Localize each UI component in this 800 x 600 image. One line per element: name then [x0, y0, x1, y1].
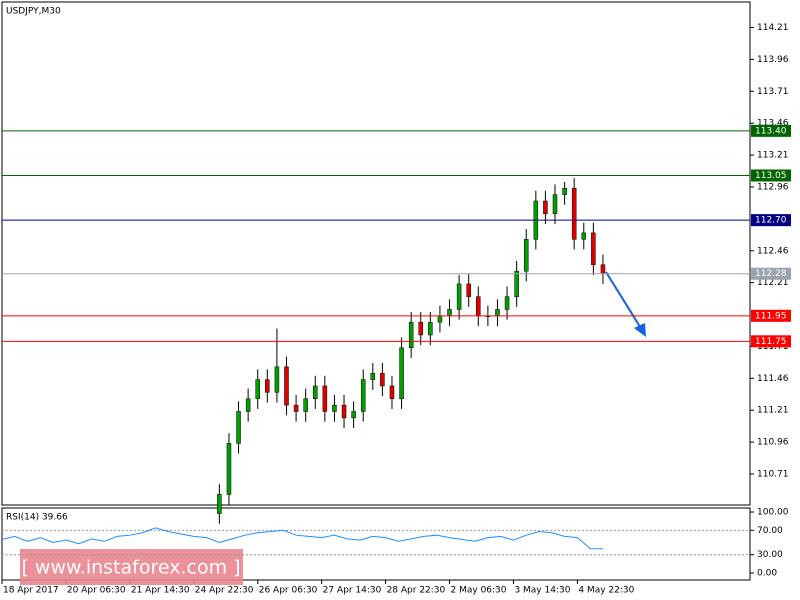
y-tick-label: 110.96: [757, 438, 789, 448]
y-tick-label: 110.71: [757, 470, 789, 480]
candle-body: [466, 283, 471, 297]
candle-body: [313, 385, 318, 399]
candle-body: [322, 385, 328, 412]
x-tick-label: 27 Apr 14:30: [323, 586, 382, 596]
level-label-box: [751, 124, 791, 137]
candle-body: [552, 194, 558, 215]
candle-body: [274, 366, 280, 393]
level-label: 113.40: [755, 126, 787, 136]
candle-body: [476, 296, 481, 317]
level-label-box: [751, 267, 791, 280]
y-tick-label: 112.46: [757, 246, 789, 256]
level-label: 111.95: [755, 311, 787, 321]
candle-body: [370, 372, 376, 380]
level-label-box: [751, 214, 791, 227]
candle-body: [495, 309, 500, 317]
y-tick-label: 112.21: [757, 278, 789, 288]
level-label-box: [751, 335, 791, 348]
candle-body: [514, 270, 519, 297]
candle-body: [562, 187, 567, 195]
candle-body: [581, 232, 587, 240]
level-label: 111.75: [755, 337, 787, 347]
watermark: [ www.instaforex.com ]: [21, 557, 240, 579]
candle-body: [226, 443, 232, 495]
y-tick-label: 113.21: [757, 151, 789, 161]
x-tick-label: 26 Apr 06:30: [259, 586, 318, 596]
candle-body: [408, 321, 414, 348]
y-tick-label: 111.46: [757, 374, 789, 384]
y-tick-label: 30.00: [757, 550, 783, 560]
candle-body: [351, 411, 356, 419]
y-tick-label: 114.21: [757, 23, 789, 33]
candle-body: [360, 379, 366, 412]
x-tick-label: 18 Apr 2017: [3, 586, 59, 596]
candle-body: [571, 187, 577, 240]
y-tick-label: 111.21: [757, 406, 789, 416]
x-tick-label: 20 Apr 06:30: [67, 586, 126, 596]
rsi-title: RSI(14) 39.66: [6, 513, 68, 523]
chart-title: USDJPY,M30: [6, 7, 61, 17]
candle-body: [303, 398, 308, 412]
candle-body: [341, 404, 347, 419]
y-tick-label: 0.00: [757, 568, 777, 578]
y-tick-label: 112.96: [757, 182, 789, 192]
y-tick-label: 113.71: [757, 87, 789, 97]
level-label-box: [751, 309, 791, 322]
level-label: 112.70: [755, 216, 787, 226]
x-tick-label: 24 Apr 22:30: [195, 586, 254, 596]
x-tick-label: 28 Apr 22:30: [387, 586, 446, 596]
candle-body: [456, 283, 462, 310]
x-tick-label: 2 May 06:30: [451, 586, 507, 596]
price-panel: [1, 1, 751, 506]
candle-body: [543, 200, 548, 215]
x-tick-label: 21 Apr 14:30: [131, 586, 190, 596]
y-tick-label: 70.00: [757, 526, 783, 536]
candle-body: [591, 232, 596, 266]
candle-body: [600, 264, 606, 274]
y-tick-label: 100.00: [757, 508, 789, 518]
candle-body: [504, 296, 510, 310]
candle-body: [428, 321, 433, 336]
level-label: 113.05: [755, 171, 787, 181]
candle-body: [389, 385, 395, 399]
forecast-arrow: [605, 271, 646, 337]
candle-body: [217, 494, 222, 514]
candle-body: [437, 315, 443, 323]
candle-body: [332, 404, 337, 412]
candle-body: [255, 379, 260, 399]
x-tick-label: 3 May 14:30: [514, 586, 570, 596]
level-label: 112.28: [755, 269, 787, 279]
candle-body: [447, 309, 452, 317]
x-tick-label: 4 May 22:30: [578, 586, 634, 596]
candle-body: [523, 239, 529, 272]
candle-body: [293, 404, 299, 412]
level-label-box: [751, 169, 791, 182]
candle-body: [245, 398, 251, 412]
candle-body: [418, 321, 424, 336]
y-tick-label: 113.46: [757, 119, 789, 129]
candle-body: [380, 372, 385, 387]
candle-body: [265, 379, 270, 393]
rsi-line: [1, 527, 603, 550]
candle-body: [236, 411, 241, 444]
candle-body: [399, 347, 404, 399]
candle-body: [284, 366, 289, 406]
y-tick-label: 113.96: [757, 55, 789, 65]
